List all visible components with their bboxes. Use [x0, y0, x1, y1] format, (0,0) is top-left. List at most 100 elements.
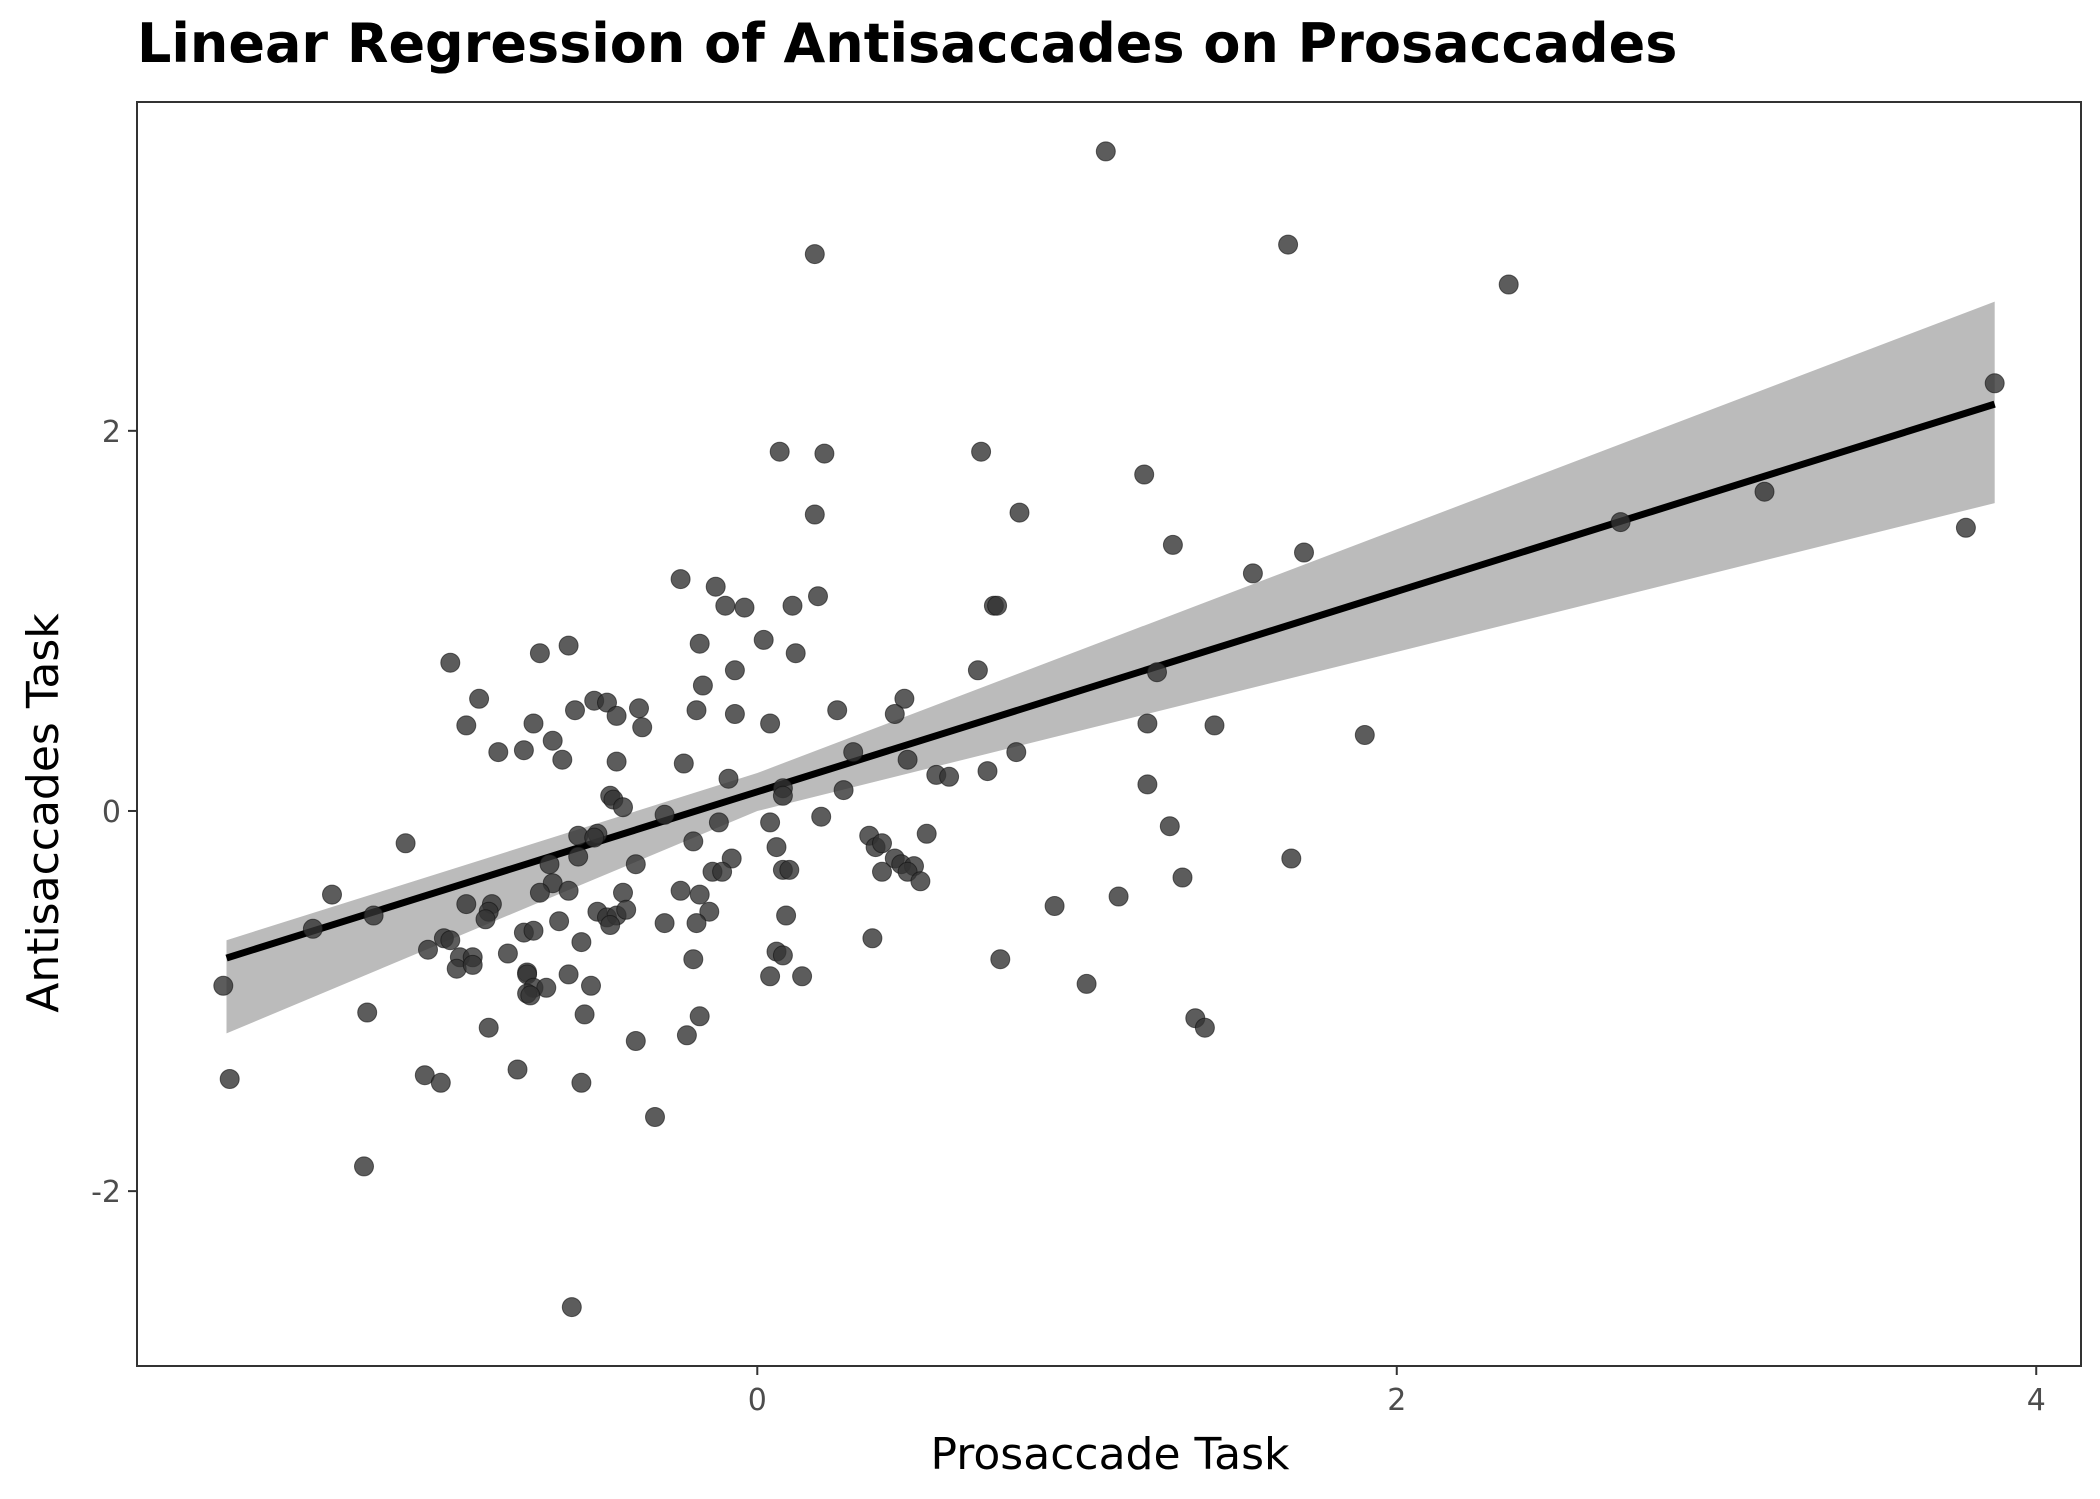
- data-point: [808, 586, 828, 607]
- data-point: [971, 441, 992, 462]
- chart-title: Linear Regression of Antisaccades on Pro…: [137, 12, 1677, 75]
- data-point: [430, 1072, 451, 1093]
- data-point: [606, 751, 627, 772]
- data-point: [654, 913, 675, 934]
- data-point: [673, 753, 694, 774]
- data-point: [613, 797, 633, 818]
- data-point: [872, 833, 892, 854]
- data-point: [872, 861, 892, 882]
- data-point: [843, 742, 864, 763]
- data-point: [724, 704, 745, 724]
- data-point: [1610, 512, 1631, 533]
- data-point: [1294, 542, 1314, 563]
- data-point: [1137, 774, 1158, 795]
- data-point: [760, 713, 781, 734]
- plot-panel-border: [136, 101, 2082, 1367]
- data-point: [536, 977, 557, 998]
- data-point: [1095, 141, 1116, 162]
- data-point: [804, 504, 825, 525]
- data-point: [1159, 816, 1180, 837]
- y-tick-label: 0: [102, 795, 121, 830]
- y-tick-label: -2: [91, 1175, 121, 1210]
- data-point: [689, 884, 710, 905]
- data-point: [1278, 234, 1299, 255]
- data-point: [1162, 534, 1183, 555]
- data-point: [779, 859, 800, 880]
- data-point: [584, 827, 605, 848]
- x-axis: 0 2 4: [748, 1366, 2046, 1418]
- data-point: [523, 713, 544, 734]
- data-point: [418, 939, 438, 960]
- data-point: [689, 1006, 710, 1027]
- data-point: [568, 846, 589, 867]
- data-point: [1204, 715, 1225, 736]
- x-axis-title: Prosaccade Task: [931, 1429, 1291, 1480]
- data-point: [862, 928, 883, 949]
- data-point: [1172, 867, 1193, 888]
- data-point: [766, 837, 787, 858]
- data-point: [558, 964, 579, 985]
- data-point: [529, 882, 550, 903]
- data-point: [478, 1017, 499, 1038]
- data-point: [302, 918, 323, 939]
- data-point: [625, 1031, 646, 1051]
- data-point: [542, 730, 563, 751]
- data-point: [507, 1059, 528, 1080]
- data-point: [785, 643, 806, 664]
- data-point: [440, 930, 461, 951]
- data-point: [606, 705, 627, 726]
- data-point: [1108, 886, 1129, 907]
- data-point: [708, 812, 729, 833]
- data-point: [1984, 373, 2005, 394]
- data-point: [523, 920, 544, 941]
- data-point: [1147, 662, 1167, 683]
- data-point: [440, 652, 461, 673]
- data-point: [549, 911, 570, 932]
- data-point: [718, 768, 739, 789]
- data-point: [354, 1156, 374, 1177]
- data-point: [645, 1107, 665, 1127]
- data-point: [571, 1072, 592, 1093]
- data-point: [632, 717, 653, 738]
- data-point: [539, 854, 560, 875]
- x-tick-label: 2: [1387, 1383, 1406, 1418]
- data-point: [1354, 725, 1375, 745]
- data-point: [213, 975, 234, 996]
- plot-panel: [136, 101, 2082, 1367]
- data-point: [670, 880, 691, 901]
- x-tick-label: 4: [2027, 1383, 2046, 1418]
- data-point: [772, 785, 793, 806]
- data-point: [1044, 896, 1065, 916]
- data-point: [488, 742, 509, 763]
- data-point: [833, 780, 854, 801]
- data-point: [581, 975, 601, 996]
- data-point: [760, 812, 781, 833]
- data-point: [574, 1004, 595, 1025]
- data-point: [705, 576, 726, 597]
- data-point: [967, 660, 988, 681]
- x-tick-label: 0: [748, 1383, 767, 1418]
- data-point: [897, 749, 918, 770]
- data-point: [676, 1025, 697, 1046]
- data-point: [558, 635, 579, 656]
- data-point: [520, 985, 541, 1006]
- data-point: [625, 854, 646, 875]
- y-tick-label: 2: [102, 415, 121, 450]
- data-point: [782, 595, 803, 616]
- data-point: [811, 806, 832, 827]
- data-point: [814, 443, 835, 464]
- data-point: [565, 700, 585, 721]
- data-point: [689, 633, 710, 654]
- data-point: [395, 833, 416, 854]
- data-point: [1134, 464, 1155, 485]
- data-point: [724, 660, 745, 681]
- data-point: [686, 913, 707, 934]
- data-point: [760, 966, 781, 987]
- data-point: [561, 1297, 582, 1318]
- data-point: [616, 899, 637, 920]
- data-point: [827, 700, 848, 721]
- data-point: [1754, 481, 1775, 502]
- data-point: [629, 698, 649, 719]
- data-point: [683, 831, 704, 852]
